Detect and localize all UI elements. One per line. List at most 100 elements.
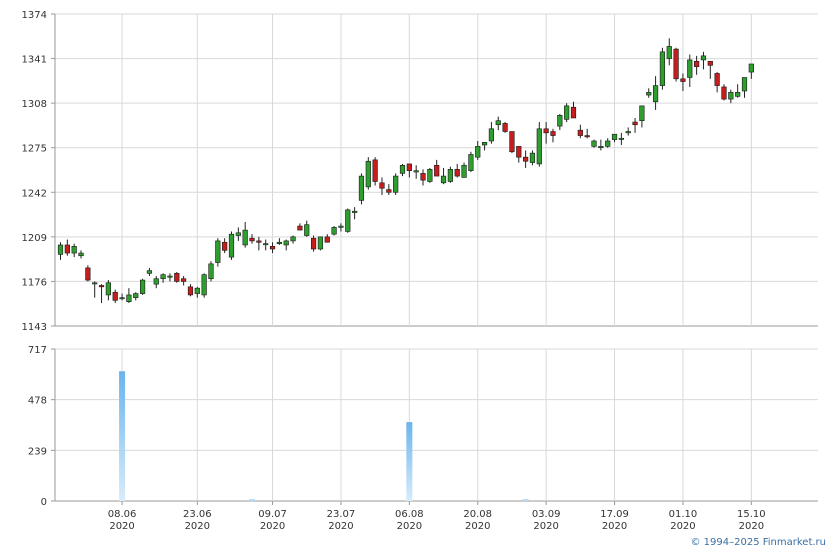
candle-down	[694, 60, 700, 67]
candle-down	[310, 237, 317, 250]
date-tick-label: 20.08	[463, 509, 492, 520]
candle-up	[133, 293, 139, 298]
candle-up	[529, 152, 536, 163]
candle-up	[290, 236, 296, 242]
candle-up	[139, 279, 146, 294]
price-tick-label: 1374	[22, 10, 47, 21]
candle-down	[714, 73, 720, 86]
price-tick-label: 1308	[22, 99, 47, 110]
candle-up	[652, 85, 659, 103]
date-tick-label: 23.07	[327, 509, 356, 520]
year-tick-label: 2020	[602, 521, 627, 532]
candle-up	[215, 240, 221, 263]
year-tick-label: 2020	[533, 521, 558, 532]
candle-up	[263, 243, 269, 246]
candle-down	[256, 240, 262, 243]
price-candles	[57, 38, 754, 304]
candle-down	[85, 267, 91, 281]
candle-up	[646, 92, 652, 96]
price-tick-label: 1209	[22, 233, 47, 244]
candle-down	[721, 86, 727, 100]
date-tick-label: 01.10	[669, 509, 698, 520]
candle-down	[64, 244, 70, 254]
candle-down	[324, 236, 330, 243]
candle-down	[386, 189, 392, 193]
candle-down	[112, 291, 118, 301]
candle-up	[71, 246, 77, 254]
volume-bar	[119, 371, 126, 501]
volume-tick-label: 0	[41, 497, 47, 508]
candle-up	[447, 169, 453, 182]
candle-down	[632, 121, 638, 126]
candle-down	[372, 159, 378, 182]
price-tick-label: 1176	[22, 277, 47, 288]
candle-up	[625, 131, 631, 134]
candle-up	[194, 287, 200, 294]
candle-down	[249, 237, 255, 242]
candle-up	[598, 146, 604, 149]
candle-down	[98, 285, 105, 288]
candle-up	[160, 274, 166, 280]
volume-bar	[522, 499, 529, 501]
date-tick-label: 15.10	[737, 509, 766, 520]
candle-up	[317, 236, 324, 250]
candle-up	[659, 51, 666, 86]
candle-up	[242, 229, 248, 246]
candle-up	[700, 55, 707, 61]
volume-y-axis: 717 478 239 0	[28, 345, 55, 508]
candle-up	[119, 297, 125, 300]
candle-up	[153, 278, 159, 285]
candle-down	[570, 106, 577, 119]
candle-down	[502, 123, 508, 132]
candle-down	[222, 241, 228, 251]
candle-down	[187, 286, 194, 296]
date-tick-label: 03.09	[532, 509, 561, 520]
candle-down	[174, 273, 180, 282]
candle-up	[591, 140, 597, 147]
candle-up	[228, 233, 235, 258]
candle-down	[454, 169, 460, 177]
candle-up	[413, 170, 419, 173]
price-tick-label: 1143	[22, 322, 47, 333]
candle-down	[523, 156, 529, 162]
candle-up	[557, 114, 563, 127]
price-tick-label: 1275	[22, 144, 47, 155]
candle-down	[420, 173, 426, 181]
candle-down	[406, 163, 412, 171]
candle-up	[393, 175, 399, 193]
candle-up	[488, 128, 495, 142]
candle-up	[741, 77, 748, 92]
volume-tick-label: 478	[28, 396, 47, 407]
candle-up	[167, 275, 173, 278]
candle-up	[440, 175, 447, 184]
year-tick-label: 2020	[185, 521, 210, 532]
candle-up	[78, 252, 84, 257]
price-tick-label: 1341	[22, 55, 47, 66]
candle-down	[269, 246, 276, 250]
candle-up	[345, 209, 351, 232]
candle-up	[146, 270, 153, 274]
candle-up	[748, 63, 754, 73]
candle-up	[728, 92, 734, 100]
copyright-text[interactable]: © 1994–2025 Finmarket.ru	[690, 537, 826, 548]
volume-bar	[406, 422, 413, 501]
candle-down	[516, 146, 522, 158]
volume-grid	[54, 348, 818, 502]
candle-up	[687, 59, 693, 78]
candle-up	[201, 274, 207, 296]
candle-down	[584, 135, 590, 138]
candle-up	[338, 225, 344, 228]
candle-up	[666, 46, 672, 59]
candle-up	[105, 282, 111, 296]
candle-up	[399, 164, 406, 174]
candle-up	[536, 128, 542, 165]
year-tick-label: 2020	[109, 521, 134, 532]
volume-bar	[249, 499, 256, 501]
volume-tick-label: 717	[28, 345, 47, 356]
candle-up	[57, 244, 64, 255]
candle-up	[283, 240, 289, 246]
year-tick-label: 2020	[328, 521, 353, 532]
candle-up	[235, 232, 241, 236]
candle-up	[358, 175, 365, 201]
